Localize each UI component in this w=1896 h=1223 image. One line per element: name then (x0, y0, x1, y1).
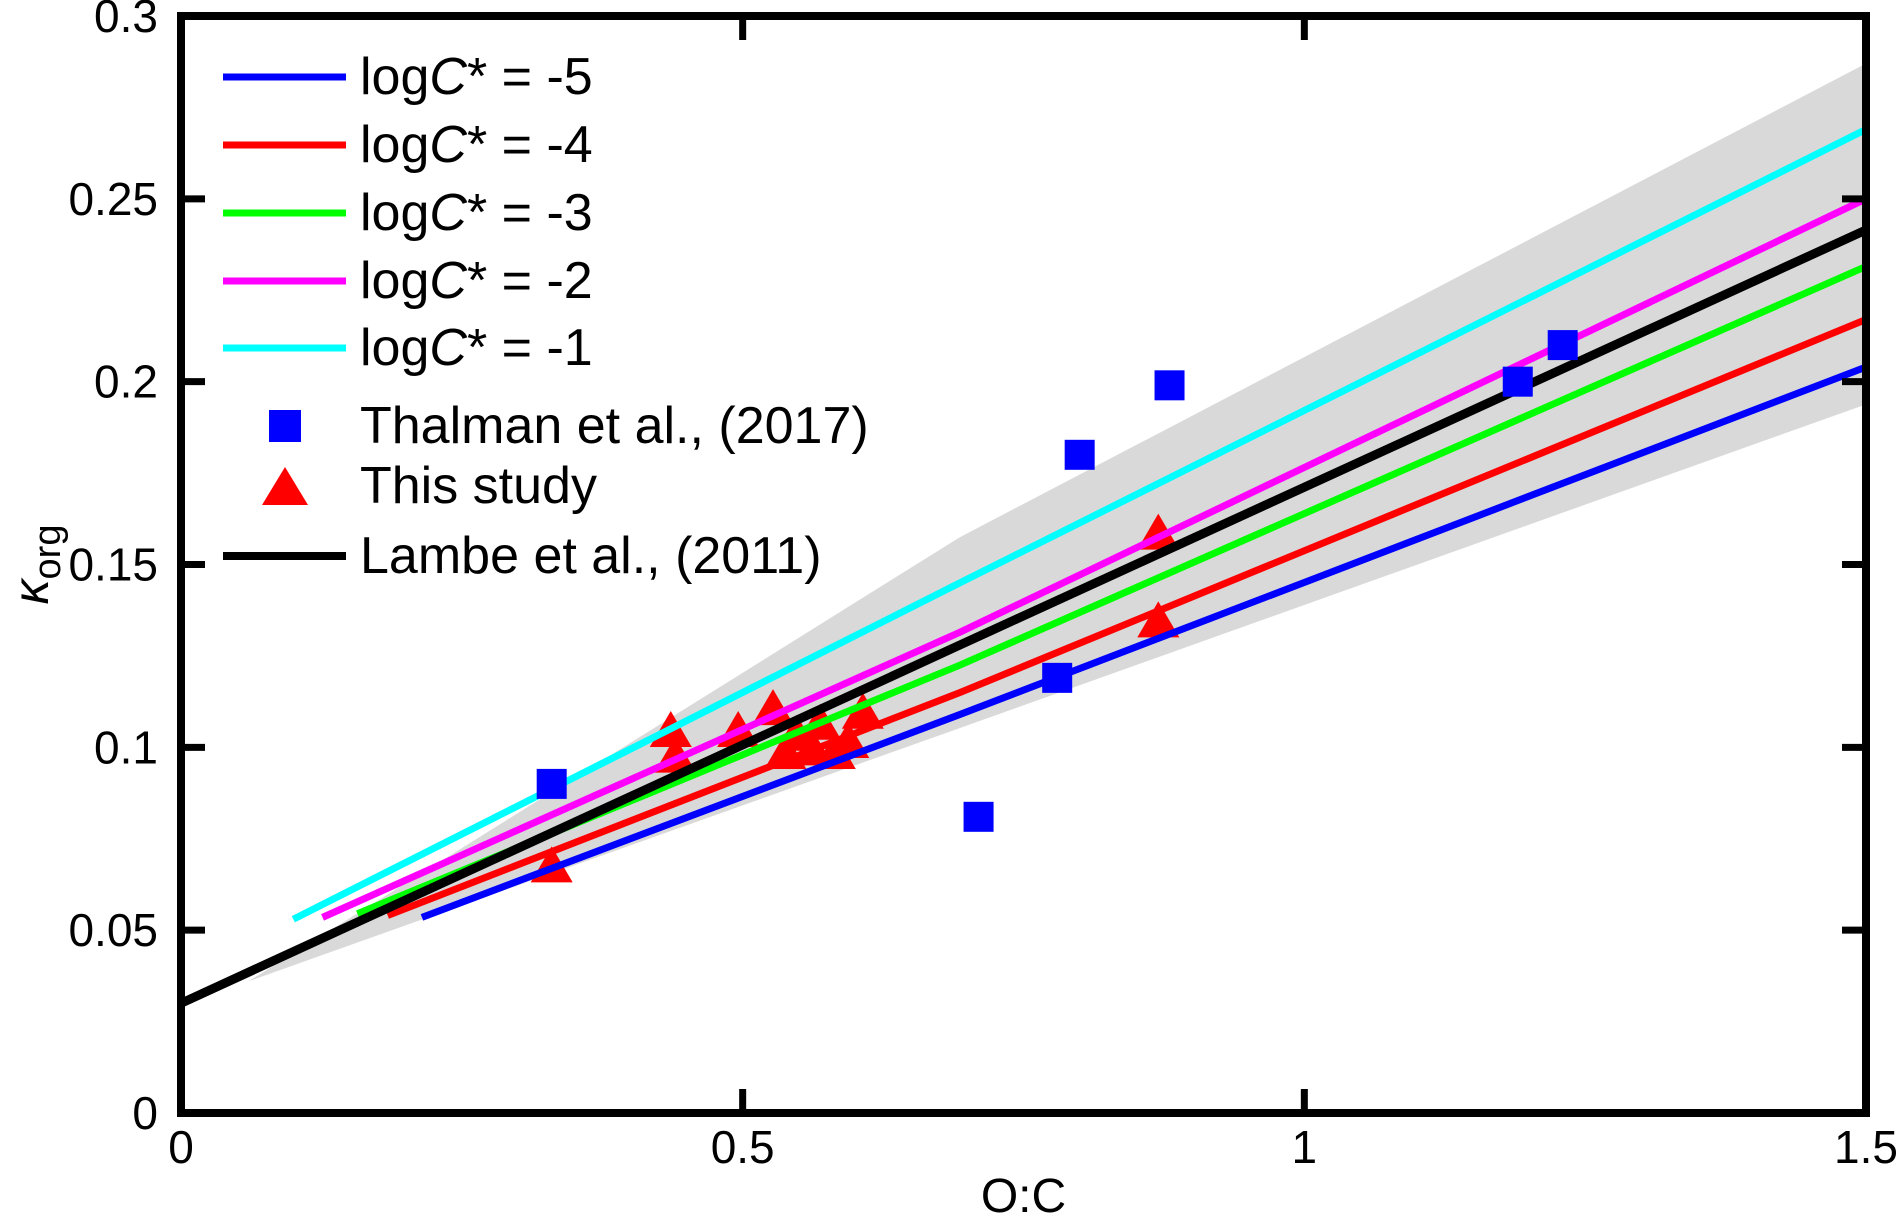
line-lambe-2011 (181, 225, 1866, 1008)
legend-item-label: Thalman et al., (2017) (360, 397, 869, 455)
legend-item: logC* = -5 (223, 48, 593, 106)
legend-item: Lambe et al., (2011) (223, 527, 822, 585)
x-tick-label: 0.5 (711, 1121, 775, 1173)
scatter-point-triangle (1137, 601, 1180, 638)
y-tick-label: 0.3 (94, 0, 158, 42)
scatter-point-square (963, 801, 994, 832)
scatter-point-square (1064, 439, 1095, 470)
legend-item: logC* = -4 (223, 116, 593, 174)
scatter-point-square (1547, 330, 1578, 361)
scatter-point-triangle (751, 689, 794, 726)
legend: logC* = -5 logC* = -4 logC* = -3 logC* = -2… (223, 48, 869, 585)
line-logc-minus4 (386, 316, 1866, 919)
legend-item: logC* = -3 (223, 184, 593, 242)
x-tick-label: 0 (168, 1121, 194, 1173)
series-thalman-2017 (536, 330, 1578, 832)
scatter-point-triangle (841, 692, 884, 729)
x-axis-label: O:C (981, 1170, 1066, 1223)
scatter-point-square (1042, 662, 1073, 693)
legend-item: logC* = -1 (223, 319, 593, 377)
legend-item-label: Lambe et al., (2011) (360, 527, 822, 585)
scatter-point-square (536, 768, 567, 799)
legend-item-label: logC* = -5 (360, 48, 593, 106)
x-tick-label: 1.5 (1834, 1121, 1896, 1173)
legend-item: logC* = -2 (223, 252, 593, 310)
legend-item-label: logC* = -3 (360, 184, 593, 242)
y-tick-label: 0.1 (94, 721, 158, 773)
legend-triangle-swatch (262, 467, 308, 505)
legend-item: Thalman et al., (2017) (269, 397, 869, 455)
y-tick-label: 0.2 (94, 356, 158, 408)
line-logc-minus1 (291, 126, 1866, 923)
legend-item-label: logC* = -4 (360, 116, 593, 174)
line-logc-minus5 (420, 363, 1866, 921)
x-tick-label: 1 (1292, 1121, 1318, 1173)
legend-item-label: This study (360, 457, 597, 515)
y-axis-label: κorg (3, 525, 69, 605)
y-tick-label: 0.25 (68, 173, 158, 225)
legend-square-swatch (269, 410, 301, 442)
legend-item-label: logC* = -2 (360, 252, 593, 310)
scatter-point-square (1502, 366, 1533, 397)
lambe-uncertainty-band (248, 63, 1866, 982)
y-tick-label: 0.15 (68, 539, 158, 591)
plot-area (181, 63, 1866, 1008)
y-tick-label: 0 (132, 1087, 158, 1139)
legend-item-label: logC* = -1 (360, 319, 593, 377)
legend-item: This study (262, 457, 597, 515)
y-tick-label: 0.05 (68, 904, 158, 956)
scatter-point-square (1154, 370, 1185, 401)
